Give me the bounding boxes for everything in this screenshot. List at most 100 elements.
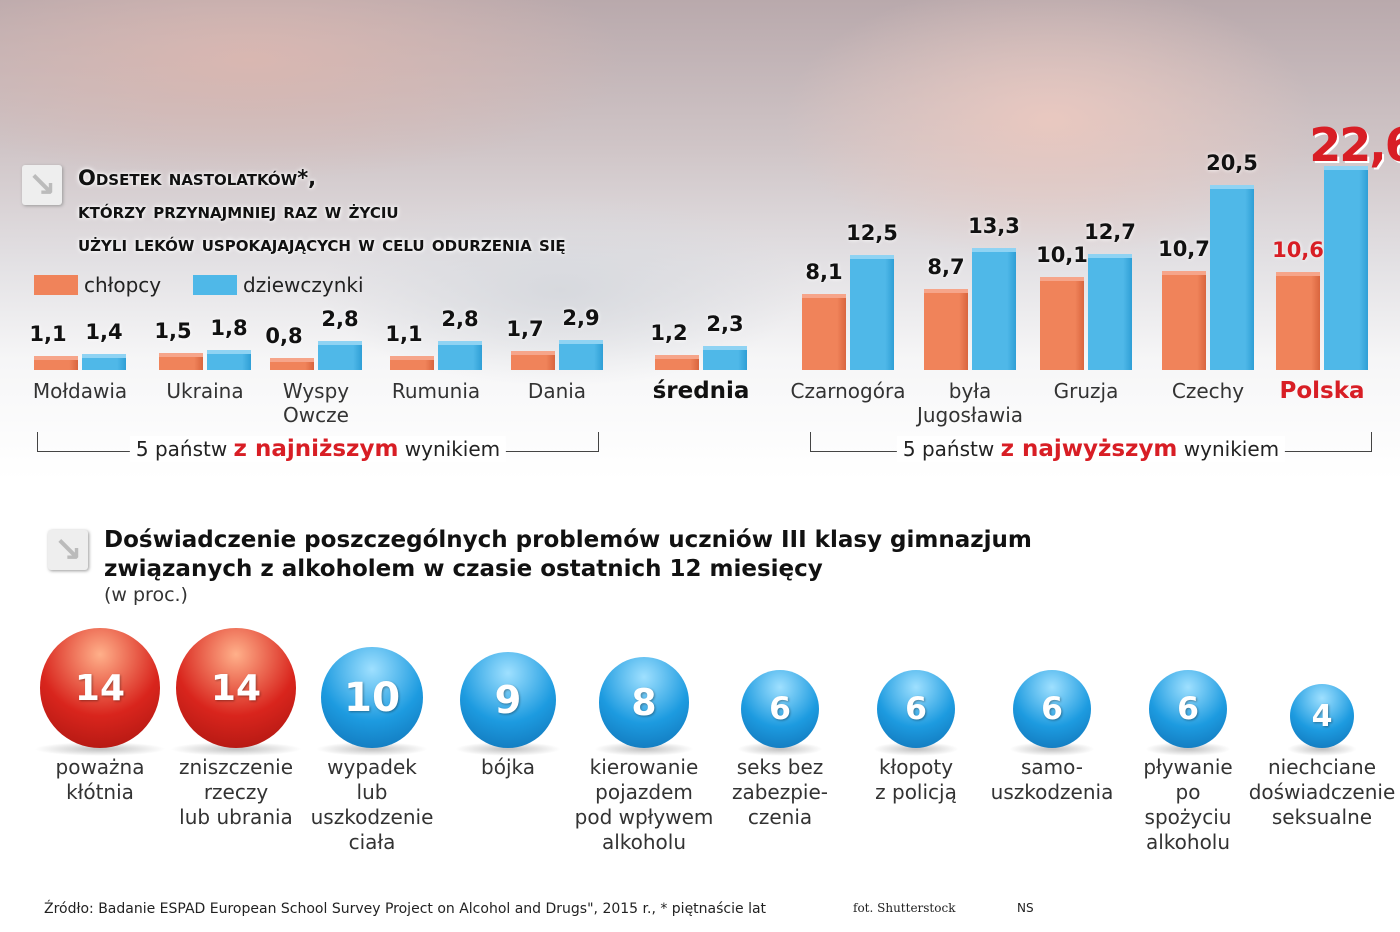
bar-boys	[802, 298, 846, 370]
bubble: 14	[176, 628, 296, 748]
value-label: 1,1	[29, 322, 67, 347]
photo-credit: fot. Shutterstock	[853, 901, 956, 915]
bubble-shadow	[736, 742, 824, 756]
category-label: Czarnogóra	[790, 379, 906, 403]
title-line: Odsetek nastolatków*,	[78, 166, 317, 190]
value-label: 10,1	[1036, 242, 1088, 267]
group-label-lowest: 5 państw z najniższym wynikiem	[129, 436, 507, 462]
bubble-label: niechciane doświadczenie seksualne	[1248, 755, 1396, 829]
category-label: Mołdawia	[32, 379, 128, 403]
bar-girls	[1210, 188, 1254, 370]
legend-swatch	[193, 275, 237, 295]
bubble: 6	[740, 669, 820, 748]
chart-title: Odsetek nastolatków*, którzy przynajmnie…	[78, 162, 566, 261]
bubble-label: wypadek lub uszkodzenie ciała	[310, 755, 434, 854]
value-label: 2,9	[562, 306, 600, 331]
bubble-label: kłopoty z policją	[875, 755, 957, 804]
value-label: 2,3	[706, 311, 744, 336]
value-label: 20,5	[1206, 150, 1258, 175]
title-line: związanych z alkoholem w czasie ostatnic…	[104, 556, 823, 582]
bar-girls	[972, 252, 1016, 370]
title-line: użyli leków uspokajających w celu odurze…	[78, 232, 566, 256]
bubble: 14	[40, 628, 160, 748]
bubble-label: seks bez zabezpie- czenia	[731, 755, 829, 829]
bubble: 10	[321, 646, 423, 748]
category-label: Czechy	[1171, 379, 1245, 403]
unit-label: (w proc.)	[104, 584, 188, 606]
value-label: 0,8	[265, 324, 303, 348]
bubble: 9	[460, 652, 556, 748]
value-label: 8,7	[927, 255, 965, 279]
bubble-shadow	[872, 742, 960, 756]
value-label: 2,8	[321, 307, 359, 332]
value-label: 1,4	[85, 319, 123, 344]
value-label: 12,7	[1084, 219, 1136, 244]
bubble-shadow	[455, 742, 561, 756]
bubble: 6	[1148, 669, 1228, 748]
value-label: 12,5	[846, 221, 898, 246]
bar-girls	[207, 354, 251, 370]
value-label: 1,1	[385, 322, 423, 347]
bar-boys	[511, 354, 555, 370]
value-label: 22,6	[1309, 117, 1400, 172]
bar-boys	[159, 356, 203, 370]
arrow-icon: ↘	[48, 530, 88, 570]
bubble-shadow	[1286, 742, 1358, 756]
bubble-shadow	[170, 742, 302, 756]
legend-girls: dziewczynki	[193, 273, 364, 297]
category-label: Wyspy Owcze	[282, 379, 350, 427]
author-initials: NS	[1017, 901, 1034, 915]
category-label: Rumunia	[391, 379, 481, 403]
bubble: 8	[598, 657, 690, 748]
value-label: 10,7	[1158, 237, 1210, 262]
text: wynikiem	[398, 437, 501, 461]
bar-boys	[34, 360, 78, 370]
bar-girls	[1324, 169, 1368, 370]
background-photo	[0, 0, 1400, 480]
value-label: 1,5	[154, 318, 192, 343]
bubble: 4	[1290, 684, 1354, 748]
category-label: była Jugosławia	[916, 379, 1024, 427]
bar-girls	[559, 344, 603, 370]
bar-boys	[270, 362, 314, 370]
value-label: 10,6	[1272, 238, 1324, 263]
bar-girls	[438, 345, 482, 370]
legend-label: dziewczynki	[243, 273, 364, 297]
bubble-shadow	[316, 742, 428, 756]
title-line: którzy przynajmniej raz w życiu	[78, 199, 399, 223]
bubble-chart-title: Doświadczenie poszczególnych problemów u…	[104, 526, 1032, 584]
text: z najwyższym	[1000, 436, 1178, 462]
category-label: Polska	[1279, 378, 1365, 404]
value-label: 2,8	[441, 307, 479, 332]
bar-girls	[850, 259, 894, 370]
bar-boys	[390, 360, 434, 370]
category-label: średnia	[652, 378, 750, 404]
bubble-shadow	[1144, 742, 1232, 756]
bar-boys	[1162, 275, 1206, 370]
value-label: 13,3	[968, 214, 1020, 239]
arrow-icon: ↘	[22, 165, 62, 205]
bubble-label: zniszczenie rzeczy lub ubrania	[179, 755, 293, 829]
value-label: 1,7	[506, 316, 544, 341]
category-label: Ukraina	[166, 379, 244, 403]
bubble: 6	[876, 669, 956, 748]
category-label: Dania	[527, 379, 587, 403]
bar-girls	[318, 345, 362, 370]
bar-boys	[655, 359, 699, 370]
value-label: 1,2	[650, 321, 688, 346]
text: 5 państw	[135, 437, 234, 461]
title-line: Doświadczenie poszczególnych problemów u…	[104, 527, 1032, 553]
group-label-highest: 5 państw z najwyższym wynikiem	[896, 436, 1286, 462]
source-note: Źródło: Badanie ESPAD European School Su…	[44, 901, 767, 917]
bubble-label: samo- uszkodzenia	[990, 755, 1114, 804]
legend-boys: chłopcy	[34, 273, 161, 297]
bar-boys	[924, 293, 968, 370]
bar-girls	[703, 349, 747, 370]
bubble-shadow	[1008, 742, 1096, 756]
text: 5 państw	[902, 437, 1001, 461]
bubble-label: bójka	[481, 755, 535, 779]
bubble: 6	[1012, 669, 1092, 748]
bar-girls	[82, 357, 126, 370]
bubble-label: pływanie po spożyciu alkoholu	[1143, 755, 1233, 854]
text: wynikiem	[1177, 437, 1280, 461]
